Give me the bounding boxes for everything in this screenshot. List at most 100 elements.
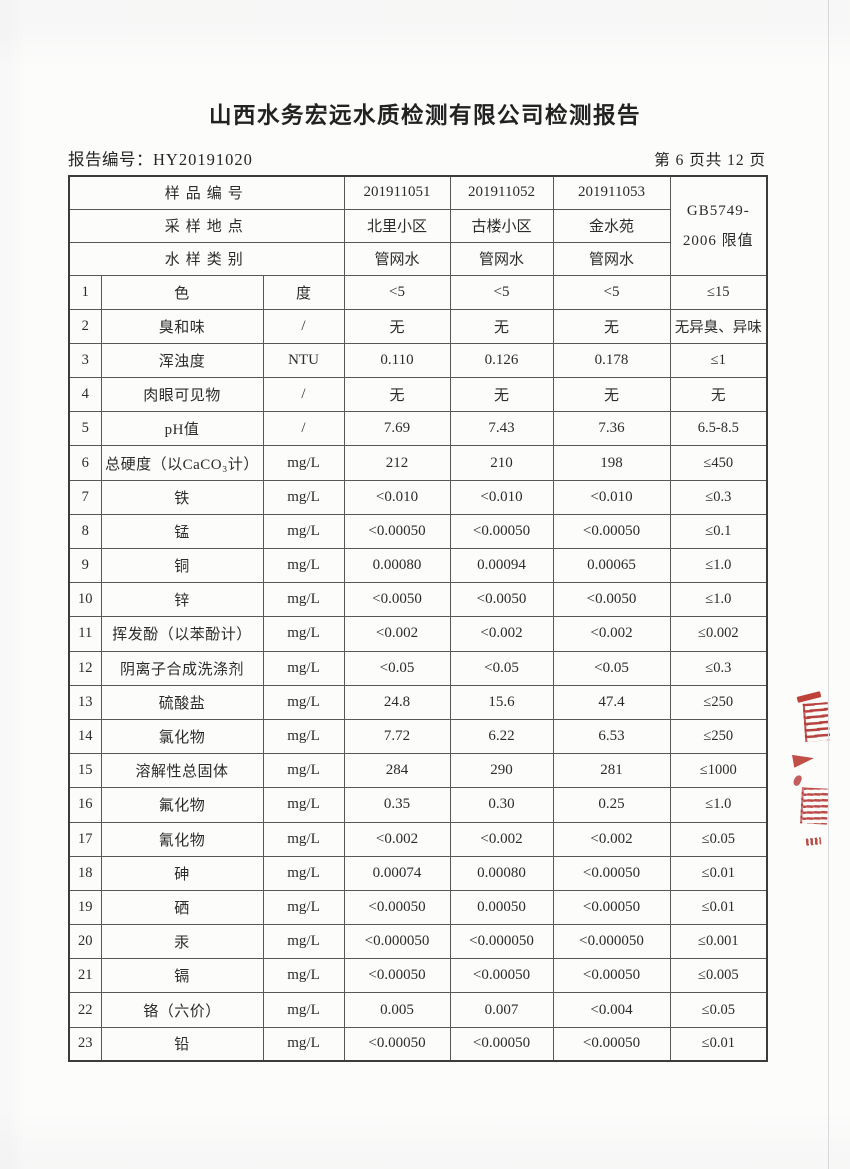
- sample2-value: 0.00050: [449, 889, 554, 926]
- sample2-value: 15.6: [449, 684, 554, 720]
- sample2-value: 0.30: [449, 787, 554, 823]
- table-row: 23 铅 mg/L <0.00050 <0.00050 <0.00050 ≤0.01: [68, 1026, 768, 1062]
- sample2-value: <0.0050: [449, 582, 554, 618]
- limit-standard-line2: 2006 限值: [682, 232, 754, 249]
- table-row: 6 总硬度（以CaCO₃计） mg/L 212 210 198 ≤450: [68, 445, 768, 481]
- location-value-2: 古楼小区: [449, 208, 554, 243]
- scan-edge-line: [828, 0, 829, 1169]
- sample1-value: <0.00050: [343, 1026, 451, 1062]
- sample2-value: 7.43: [449, 411, 554, 447]
- param-unit: mg/L: [262, 855, 345, 891]
- param-unit: mg/L: [262, 547, 345, 584]
- sample3-value: <0.00050: [552, 855, 671, 891]
- sample3-value: <0.00050: [552, 958, 671, 994]
- stamp-glyph-lower: [800, 787, 829, 825]
- param-name: 铁: [100, 479, 264, 515]
- param-unit: 度: [262, 274, 345, 310]
- param-unit: mg/L: [262, 582, 345, 618]
- table-row: 10 锌 mg/L <0.0050 <0.0050 <0.0050 ≤1.0: [68, 582, 768, 618]
- stamp-stroke-dash: [796, 691, 822, 703]
- param-name: 氰化物: [100, 821, 264, 857]
- sample3-value: <0.004: [552, 992, 671, 1028]
- table-row: 16 氟化物 mg/L 0.35 0.30 0.25 ≤1.0: [68, 787, 768, 823]
- sample2-value: <5: [449, 274, 554, 310]
- limit-value: ≤0.1: [669, 513, 768, 550]
- sample2-value: 0.007: [449, 992, 554, 1028]
- param-name: 铜: [100, 547, 264, 584]
- param-unit: mg/L: [262, 684, 345, 720]
- param-name: 色: [100, 274, 264, 310]
- table-row: 21 镉 mg/L <0.00050 <0.00050 <0.00050 ≤0.005: [68, 958, 768, 994]
- param-unit: /: [262, 377, 345, 413]
- param-unit: mg/L: [262, 787, 345, 823]
- row-number: 11: [68, 616, 102, 652]
- table-row: 15 溶解性总固体 mg/L 284 290 281 ≤1000: [68, 753, 768, 789]
- sample2-value: <0.010: [449, 479, 554, 515]
- limit-value: ≤1.0: [669, 787, 768, 823]
- row-number: 22: [68, 992, 102, 1028]
- sample1-value: 24.8: [343, 684, 451, 720]
- sample3-value: 0.00065: [552, 547, 671, 584]
- sample3-value: 7.36: [552, 411, 671, 447]
- param-unit: /: [262, 411, 345, 447]
- sample3-value: <0.010: [552, 479, 671, 515]
- row-number: 14: [68, 718, 102, 755]
- location-value-1: 北里小区: [343, 208, 451, 243]
- header-row-water-type: 水样类别 管网水 管网水 管网水: [68, 241, 767, 276]
- table-row: 9 铜 mg/L 0.00080 0.00094 0.00065 ≤1.0: [68, 547, 768, 584]
- sample2-value: 290: [449, 753, 554, 789]
- page-indicator: 第 6 页共 12 页: [654, 152, 766, 169]
- report-meta-row: 报告编号：HY20191020 第 6 页共 12 页: [68, 146, 766, 170]
- row-number: 15: [68, 753, 102, 789]
- table-row: 12 阴离子合成洗涤剂 mg/L <0.05 <0.05 <0.05 ≤0.3: [68, 650, 768, 686]
- table-row: 5 pH值/7.69 7.43 7.36 6.5-8.5: [68, 411, 768, 447]
- location-value-3: 金水苑: [552, 208, 671, 243]
- param-name: 砷: [100, 855, 264, 891]
- sample1-value: <5: [343, 274, 451, 310]
- sample3-value: 无: [552, 308, 671, 344]
- sample3-value: <0.002: [552, 821, 671, 857]
- sample3-value: <0.05: [552, 650, 671, 686]
- sample1-value: 0.00080: [343, 547, 451, 584]
- sample2-value: 6.22: [449, 718, 554, 755]
- sample-number-value-1: 201911051: [343, 175, 451, 210]
- row-number: 5: [68, 411, 102, 447]
- param-name: 锌: [100, 582, 264, 618]
- limit-value: 无: [669, 377, 768, 413]
- table-row: 22 铬（六价） mg/L 0.005 0.007 <0.004 ≤0.05: [68, 992, 768, 1028]
- stamp-foot-mark: [805, 837, 822, 846]
- sample1-value: 0.00074: [343, 855, 451, 891]
- sample1-value: <0.00050: [343, 958, 451, 994]
- sample2-value: <0.05: [449, 650, 554, 686]
- row-number: 1: [68, 274, 102, 310]
- water-type-value-3: 管网水: [552, 241, 671, 276]
- param-name: 臭和味: [100, 308, 264, 344]
- sample2-value: <0.00050: [449, 958, 554, 994]
- water-type-value-2: 管网水: [449, 241, 554, 276]
- sample2-value: <0.002: [449, 821, 554, 857]
- sample3-value: 0.25: [552, 787, 671, 823]
- sample3-value: <0.00050: [552, 1026, 671, 1062]
- param-name: 肉眼可见物: [100, 377, 264, 413]
- water-type-header-label: 水样类别: [68, 241, 345, 276]
- table-row: 19 硒 mg/L <0.00050 0.00050 <0.00050 ≤0.01: [68, 889, 768, 926]
- sample3-value: <0.002: [552, 616, 671, 652]
- row-number: 8: [68, 513, 102, 550]
- limit-value: ≤450: [669, 445, 768, 481]
- row-number: 23: [68, 1026, 102, 1062]
- limit-value: ≤0.3: [669, 650, 768, 686]
- sample1-value: 无: [343, 308, 451, 344]
- limit-value: ≤0.005: [669, 958, 768, 994]
- table-row: 1 色度 <5 <5 <5 ≤15: [68, 274, 768, 310]
- param-unit: mg/L: [262, 821, 345, 857]
- header-row-sample-number: 样品编号 201911051 201911052 201911053 GB574…: [68, 175, 768, 276]
- sample1-value: 0.005: [343, 992, 451, 1028]
- results-table-body: 1 色度 <5 <5 <5 ≤15 2 臭和味 / 无无无无异臭、异味 3 浑浊度 NTU 0.110 0.…: [68, 274, 768, 1062]
- limit-value: ≤0.3: [669, 479, 768, 515]
- sample2-value: <0.00050: [449, 513, 554, 550]
- param-name: pH值: [100, 411, 264, 447]
- sample3-value: 281: [552, 753, 671, 789]
- sample1-value: <0.05: [343, 650, 451, 686]
- sample3-value: 0.178: [552, 342, 671, 379]
